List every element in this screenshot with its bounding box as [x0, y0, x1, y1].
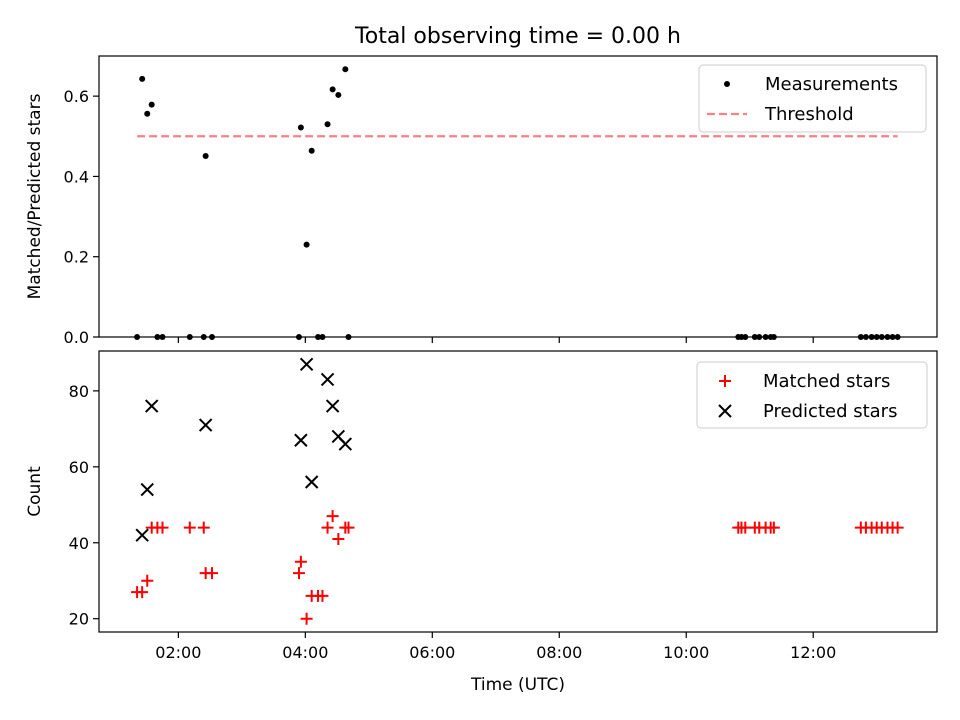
predicted-star-marker: [338, 437, 353, 451]
measurement-point: [862, 334, 869, 340]
legend-predicted-marker: [718, 404, 732, 418]
measurement-point: [742, 334, 749, 340]
bottom-ylabel: Count: [25, 466, 45, 517]
measurement-point: [324, 121, 331, 128]
bottom-xtick-label: 04:00: [282, 643, 328, 662]
matched-star-marker: [141, 574, 154, 587]
measurement-point: [148, 101, 155, 108]
bottom-ytick-label: 80: [69, 382, 89, 401]
predicted-star-marker: [198, 418, 213, 432]
matched-star-marker: [156, 521, 169, 534]
measurement-point: [159, 334, 166, 340]
matched-star-marker: [300, 612, 313, 625]
top-ytick-label: 0.4: [64, 167, 89, 186]
measurement-point: [868, 334, 875, 340]
legend-label: Predicted stars: [763, 401, 897, 422]
figure-title: Total observing time = 0.00 h: [354, 24, 681, 49]
matched-star-marker: [136, 586, 149, 599]
measurement-point: [295, 334, 302, 340]
measurement-point: [144, 110, 151, 117]
predicted-star-marker: [140, 482, 154, 497]
matched-star-marker: [321, 521, 334, 534]
measurement-point: [200, 334, 207, 340]
top-axes-frame: [98, 55, 938, 338]
matched-star-marker: [342, 521, 355, 534]
measurement-point: [878, 334, 885, 340]
measurement-point: [139, 75, 146, 82]
legend-label: Matched stars: [763, 371, 890, 392]
bottom-ytick-label: 20: [69, 610, 89, 629]
legend-label: Threshold: [764, 104, 854, 125]
top-legend-box: [698, 64, 927, 133]
matched-star-marker: [183, 521, 196, 534]
measurement-point: [889, 334, 896, 340]
top-ytick-label: 0.2: [64, 248, 89, 267]
predicted-star-marker: [144, 399, 159, 413]
predicted-star-marker: [325, 399, 340, 413]
bottom-legend-box: [696, 361, 928, 429]
measurement-point: [297, 124, 304, 131]
predicted-star-marker: [294, 433, 308, 447]
measurement-point: [308, 147, 315, 154]
matched-star-marker: [206, 567, 219, 580]
measurement-point: [770, 334, 777, 340]
predicted-star-marker: [304, 475, 319, 489]
matched-star-marker: [316, 589, 329, 602]
bottom-xtick-label: 06:00: [409, 643, 455, 662]
measurement-point: [154, 334, 161, 340]
matched-star-marker: [326, 510, 339, 523]
predicted-star-marker: [299, 357, 314, 371]
bottom-legend: Matched stars Predicted stars: [696, 361, 928, 429]
measurement-point: [202, 152, 209, 159]
bottom-xtick-label: 08:00: [536, 643, 582, 662]
top-legend: Measurements Threshold: [698, 64, 927, 133]
measurement-point: [134, 334, 141, 340]
measurement-point: [884, 334, 891, 340]
measurement-point: [186, 334, 193, 340]
measurement-point: [756, 334, 763, 340]
measurement-point: [342, 66, 349, 73]
matched-star-marker: [292, 567, 305, 580]
bottom-xtick-label: 02:00: [155, 643, 201, 662]
legend-matched-marker: [719, 375, 731, 387]
top-axes: 0.0 0.2 0.4 0.6 Matched/Predicted stars Measu…: [25, 55, 938, 347]
bottom-axes-frame: [98, 350, 938, 633]
matched-star-marker: [767, 521, 780, 534]
measurement-point: [894, 334, 901, 340]
bottom-xtick-label: 12:00: [790, 643, 836, 662]
top-ylabel: Matched/Predicted stars: [25, 93, 45, 299]
bottom-ytick-label: 40: [69, 534, 89, 553]
measurement-point: [319, 334, 326, 340]
measurement-point: [762, 334, 769, 340]
top-ytick-label: 0.0: [64, 328, 89, 347]
legend-measurement-marker: [724, 81, 730, 87]
top-ytick-label: 0.6: [64, 87, 89, 106]
measurement-point: [873, 334, 880, 340]
matched-star-marker: [294, 555, 307, 568]
bottom-ytick-label: 60: [69, 458, 89, 477]
measurement-point: [857, 334, 864, 340]
matched-star-marker: [197, 521, 210, 534]
bottom-axes: 20 40 60 80 02:00 04:00 06:00 08:00 10:00 12:00 Co…: [25, 350, 938, 695]
bottom-xlabel: Time (UTC): [470, 675, 565, 695]
measurement-point: [315, 334, 322, 340]
predicted-star-marker: [135, 528, 149, 542]
bottom-xtick-label: 10:00: [663, 643, 709, 662]
predicted-star-marker: [320, 372, 335, 387]
measurement-point: [751, 334, 758, 340]
measurement-point: [335, 91, 342, 98]
measurement-point: [345, 334, 352, 340]
measurement-point: [209, 334, 216, 340]
measurement-point: [303, 241, 310, 248]
legend-label: Measurements: [765, 74, 898, 95]
matched-star-marker: [332, 532, 345, 545]
measurement-point: [329, 86, 336, 93]
matched-star-marker: [891, 521, 904, 534]
